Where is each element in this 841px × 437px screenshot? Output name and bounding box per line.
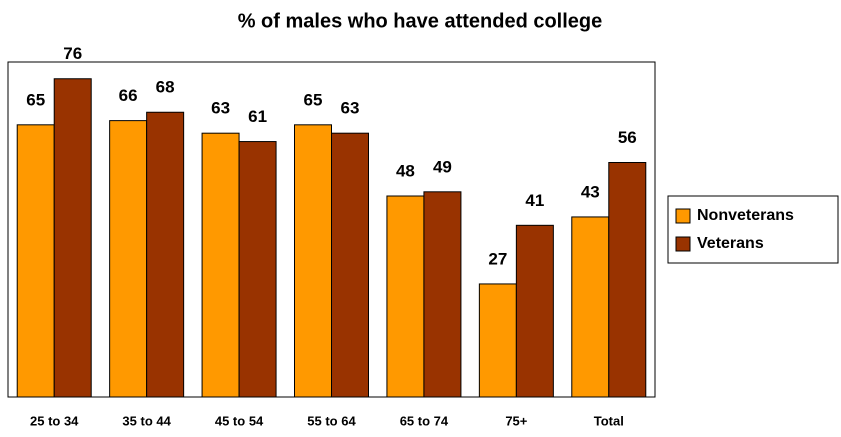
data-label: 63 — [341, 99, 360, 118]
chart-title: % of males who have attended college — [238, 10, 603, 32]
data-label: 65 — [26, 90, 45, 109]
legend-box — [667, 195, 839, 264]
bar — [478, 283, 517, 398]
x-tick-label: Total — [594, 413, 624, 428]
data-label: 48 — [396, 161, 415, 180]
data-label: 65 — [304, 90, 323, 109]
data-label: 27 — [488, 249, 507, 268]
legend-label: Nonveterans — [697, 207, 794, 224]
bar — [109, 120, 148, 398]
bar — [423, 191, 462, 398]
data-label: 61 — [248, 107, 267, 126]
x-tick-label: 55 to 64 — [307, 413, 356, 428]
x-tick-label: 65 to 74 — [400, 413, 449, 428]
bar — [294, 124, 332, 398]
x-tick-label: 25 to 34 — [30, 413, 79, 428]
data-label: 76 — [63, 44, 82, 63]
bar — [53, 78, 92, 398]
legend-label: Veterans — [697, 235, 764, 252]
data-label: 41 — [525, 191, 544, 210]
bar — [16, 124, 55, 398]
bar — [571, 216, 610, 398]
bar — [146, 111, 185, 398]
legend-swatch — [675, 208, 691, 224]
data-label: 63 — [211, 99, 230, 118]
bar — [515, 224, 554, 398]
x-tick-label: 75+ — [505, 413, 527, 428]
data-label: 68 — [156, 78, 175, 97]
legend-swatch — [675, 236, 691, 252]
x-tick-label: 35 to 44 — [122, 413, 171, 428]
x-tick-label: 45 to 54 — [215, 413, 264, 428]
bar — [331, 132, 369, 398]
bar — [608, 162, 647, 398]
data-label: 66 — [119, 86, 138, 105]
data-label: 43 — [581, 182, 600, 201]
data-label: 49 — [433, 157, 452, 176]
bar — [238, 141, 277, 398]
data-label: 56 — [618, 128, 637, 147]
bar — [386, 195, 425, 398]
bar — [201, 132, 240, 398]
